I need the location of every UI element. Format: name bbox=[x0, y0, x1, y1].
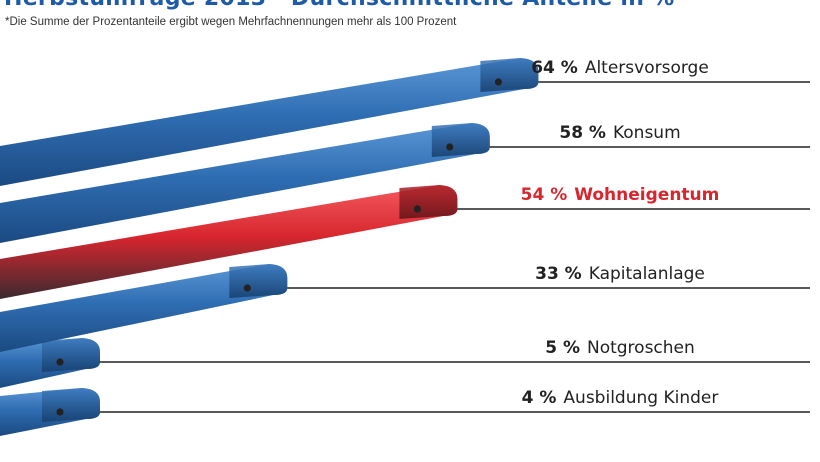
bar-leader-dot bbox=[494, 78, 502, 86]
bar-value-label: 33 % bbox=[535, 264, 582, 284]
bar-category-label: Altersvorsorge bbox=[585, 58, 709, 78]
bar-end-cap bbox=[42, 388, 100, 422]
bar bbox=[0, 123, 490, 243]
bar bbox=[0, 264, 288, 352]
bar-leader-dot bbox=[413, 205, 421, 213]
bar-category-label: Notgroschen bbox=[587, 338, 695, 358]
bar-label: 5 % Notgroschen bbox=[545, 338, 695, 358]
bar-leader-dot bbox=[56, 358, 64, 366]
bar-label: 58 % Konsum bbox=[559, 123, 680, 143]
bar bbox=[0, 185, 458, 299]
bar-label: 4 % Ausbildung Kinder bbox=[522, 388, 719, 408]
bar-value-label: 4 % bbox=[522, 388, 557, 408]
bar-leader-dot bbox=[56, 408, 64, 416]
bar-end-cap bbox=[399, 185, 458, 219]
bar-value-label: 5 % bbox=[545, 338, 580, 358]
bar-end-cap bbox=[229, 264, 288, 298]
bar-label: 64 % Altersvorsorge bbox=[531, 58, 709, 78]
chart-title: Herbstumfrage 2013 · Durchschnittliche A… bbox=[4, 0, 686, 11]
bar-value-label: 64 % bbox=[531, 58, 578, 78]
bar-value-label: 58 % bbox=[559, 123, 606, 143]
bar-end-cap bbox=[431, 123, 490, 157]
bar bbox=[0, 58, 539, 186]
bar-leader-dot bbox=[243, 284, 251, 292]
bar-end-cap bbox=[42, 338, 100, 372]
bar-end-cap bbox=[480, 58, 539, 92]
bar-leader-dot bbox=[446, 143, 454, 151]
bar-label: 54 % Wohneigentum bbox=[521, 185, 720, 205]
bar-category-label: Konsum bbox=[613, 123, 681, 143]
bar-category-label: Kapitalanlage bbox=[589, 264, 705, 284]
bar-label: 33 % Kapitalanlage bbox=[535, 264, 705, 284]
bar-category-label: Wohneigentum bbox=[574, 185, 719, 205]
bar-value-label: 54 % bbox=[521, 185, 568, 205]
chart-subtitle: *Die Summe der Prozentanteile ergibt weg… bbox=[5, 16, 457, 28]
bar-category-label: Ausbildung Kinder bbox=[563, 388, 718, 408]
